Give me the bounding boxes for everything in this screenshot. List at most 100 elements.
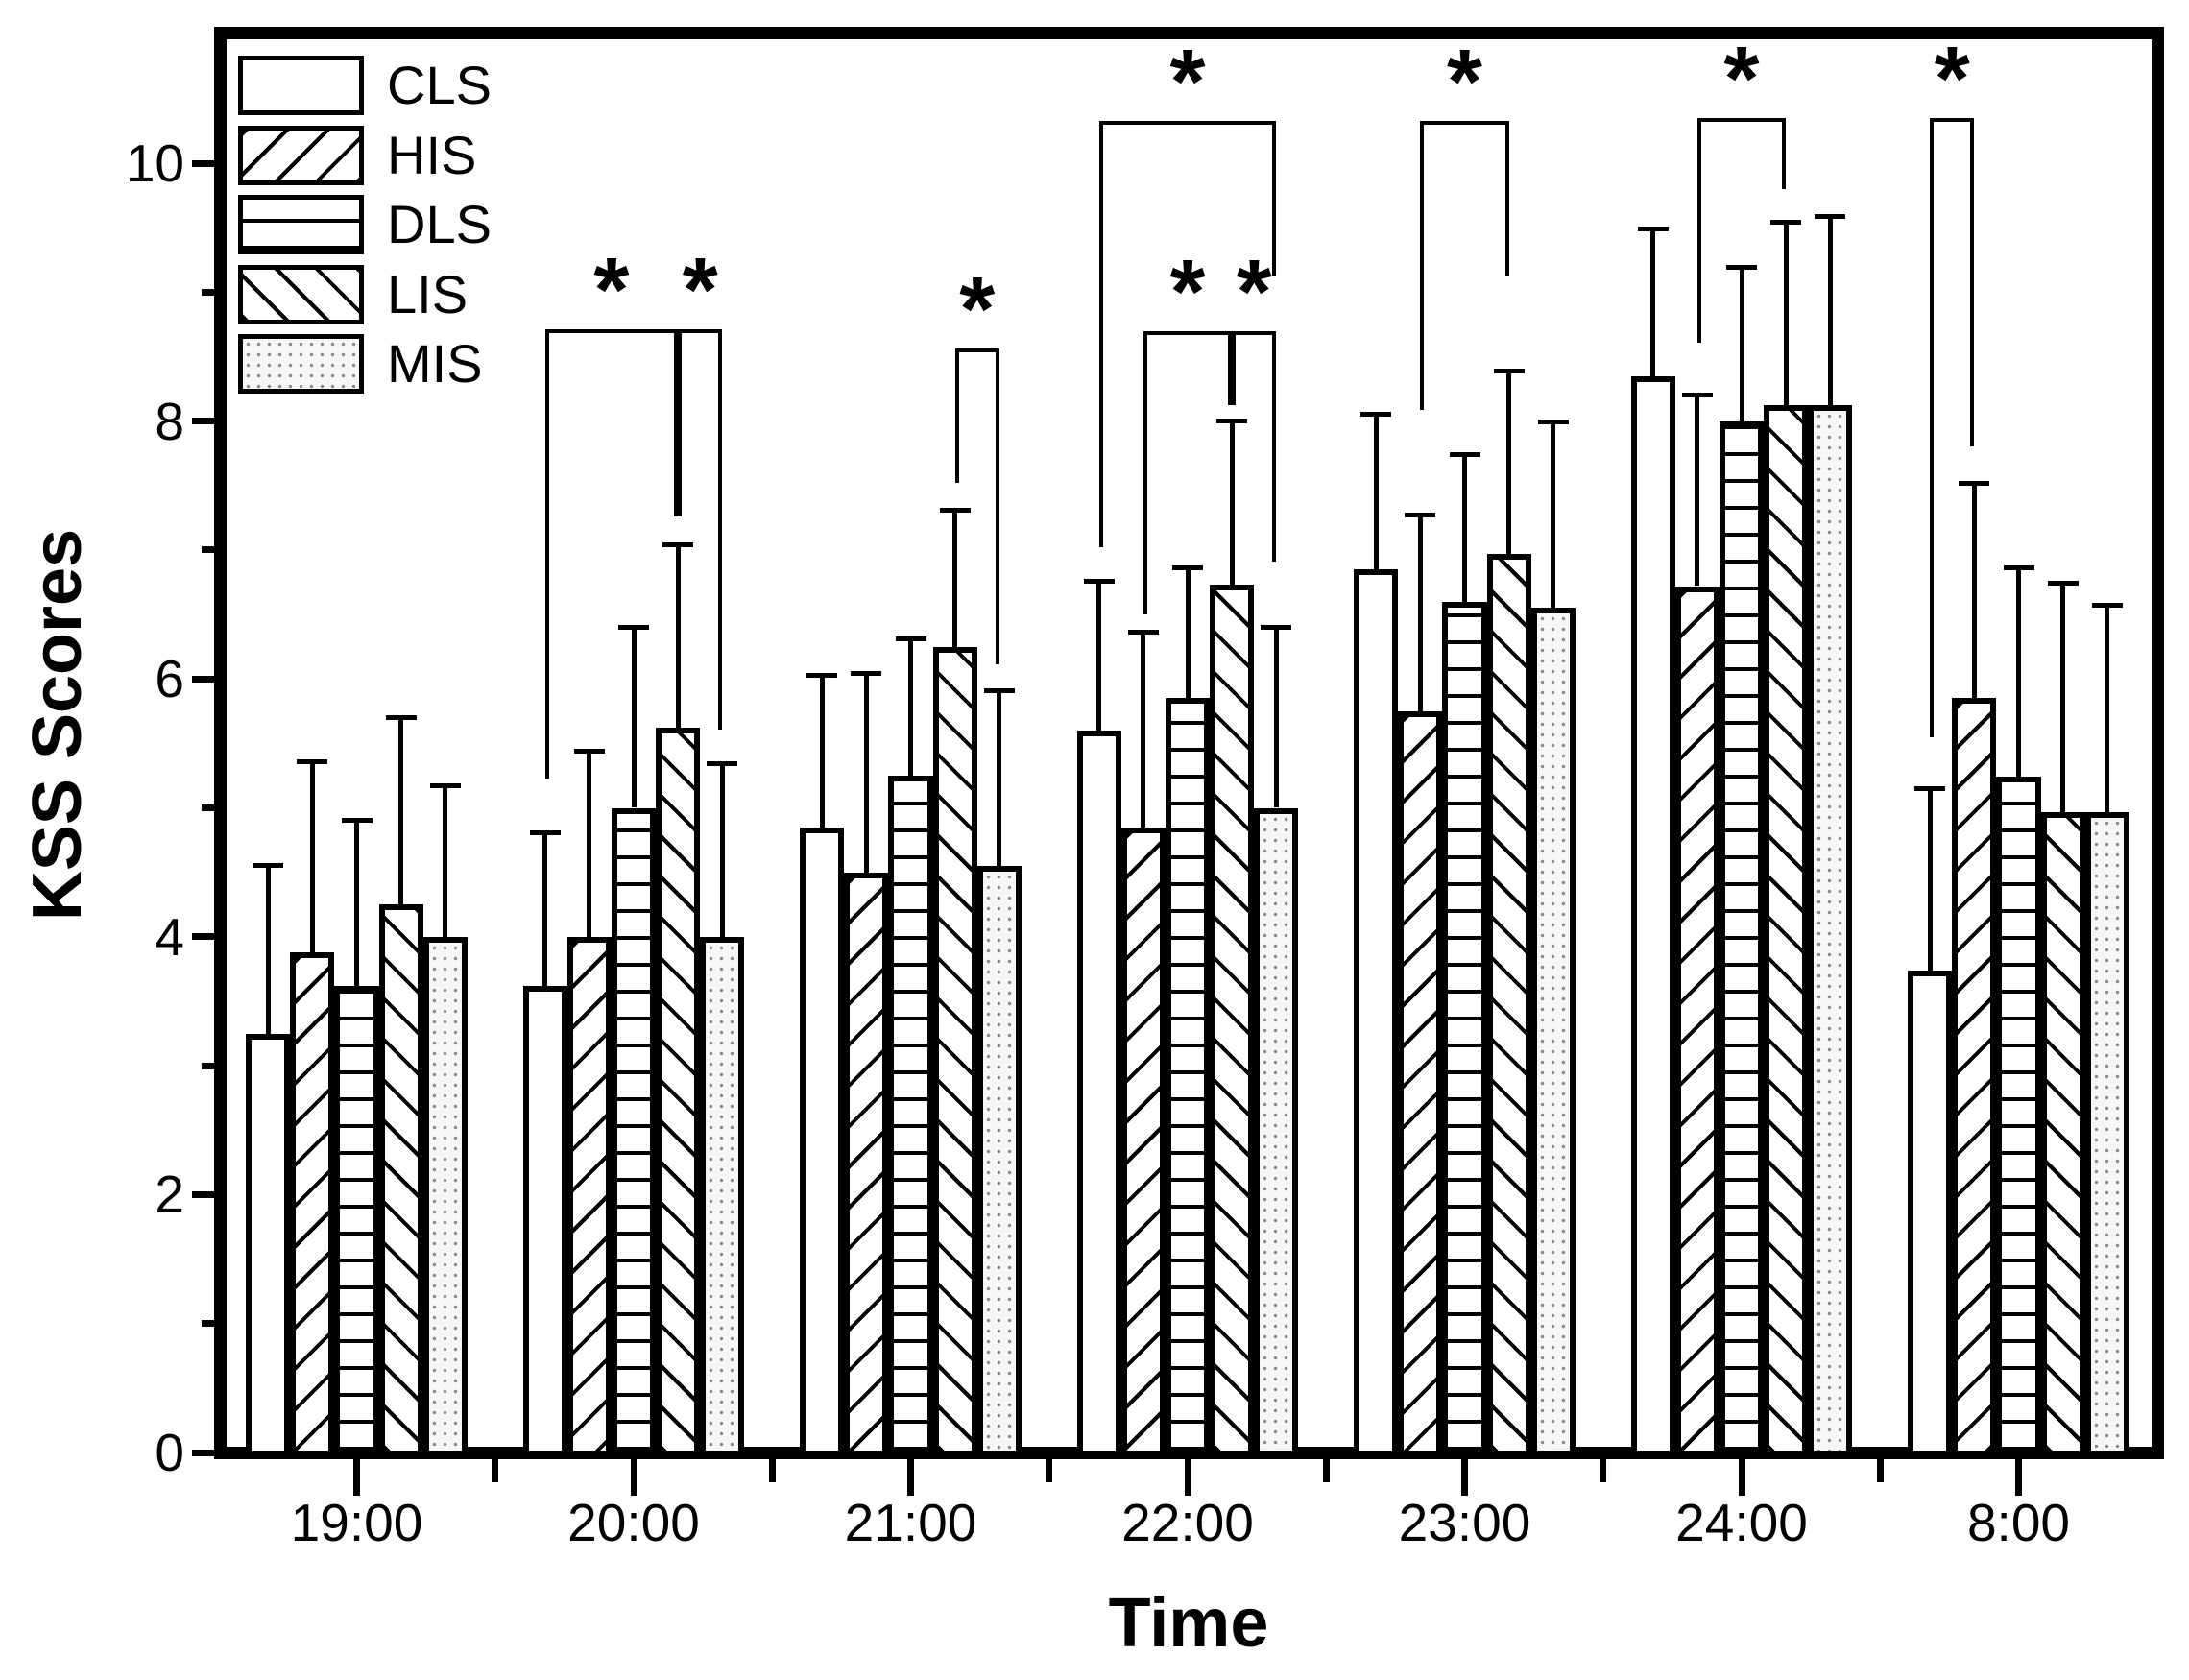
y-minor-tick bbox=[202, 288, 221, 296]
y-minor-tick bbox=[202, 804, 221, 811]
sig-star: * bbox=[1447, 30, 1482, 132]
bar-CLS-20:00 bbox=[522, 985, 567, 1456]
bar-LIS-21:00 bbox=[932, 646, 977, 1456]
error-bar-cap bbox=[1815, 213, 1846, 219]
error-bar-line bbox=[265, 865, 271, 1034]
bar-MIS-19:00 bbox=[422, 936, 468, 1456]
error-bar-cap bbox=[1959, 480, 1990, 486]
sig-star: * bbox=[593, 239, 630, 342]
y-major-tick bbox=[192, 159, 221, 167]
bar-LIS-24:00 bbox=[1764, 405, 1809, 1456]
error-bar-cap bbox=[983, 687, 1015, 693]
sig-bracket-leg bbox=[1696, 117, 1701, 343]
bar-LIS-20:00 bbox=[656, 728, 701, 1456]
error-bar-cap bbox=[1172, 565, 1203, 571]
bar-DLS-23:00 bbox=[1442, 601, 1487, 1456]
error-bar-cap bbox=[806, 672, 838, 678]
bar-CLS-23:00 bbox=[1354, 569, 1399, 1456]
legend-swatch-CLS bbox=[238, 56, 364, 115]
y-axis-title: KSS Scores bbox=[19, 528, 96, 922]
error-bar-cap bbox=[1770, 220, 1802, 226]
sig-bracket-bar bbox=[544, 329, 679, 334]
sig-bracket-leg bbox=[1930, 117, 1935, 737]
legend-item-MIS: MIS bbox=[238, 334, 483, 394]
sig-bracket-bar bbox=[678, 329, 723, 334]
bar-HIS-22:00 bbox=[1120, 827, 1166, 1456]
y-minor-tick bbox=[202, 546, 221, 554]
x-major-tick bbox=[1738, 1459, 1745, 1496]
bar-DLS-19:00 bbox=[334, 985, 379, 1456]
bar-HIS-8:00 bbox=[1952, 698, 1997, 1456]
y-tick-label: 6 bbox=[155, 649, 184, 709]
sig-bracket-bar bbox=[1930, 117, 1975, 122]
error-bar-cap bbox=[1216, 419, 1248, 424]
x-minor-tick bbox=[1600, 1459, 1607, 1482]
x-tick-label: 21:00 bbox=[844, 1493, 977, 1552]
sig-bracket-bar bbox=[1420, 120, 1509, 125]
sig-star: * bbox=[1169, 30, 1206, 132]
sig-bracket-bar bbox=[954, 348, 999, 353]
error-bar-cap bbox=[1914, 785, 1946, 791]
bar-MIS-20:00 bbox=[700, 936, 745, 1456]
y-minor-tick bbox=[202, 1062, 221, 1069]
sig-star: * bbox=[1236, 240, 1272, 343]
bar-DLS-22:00 bbox=[1165, 698, 1211, 1456]
y-major-tick bbox=[192, 418, 221, 425]
bar-MIS-22:00 bbox=[1254, 807, 1299, 1456]
bar-HIS-24:00 bbox=[1674, 586, 1720, 1456]
error-bar-cap bbox=[429, 783, 461, 789]
error-bar-cap bbox=[1127, 630, 1159, 636]
error-bar-line bbox=[1417, 515, 1423, 711]
x-minor-tick bbox=[1046, 1459, 1053, 1482]
legend-item-LIS: LIS bbox=[238, 263, 469, 324]
error-bar-line bbox=[542, 832, 548, 986]
error-bar-line bbox=[309, 761, 315, 952]
error-bar-line bbox=[2105, 605, 2110, 812]
error-bar-line bbox=[1695, 395, 1700, 587]
x-major-tick bbox=[353, 1459, 360, 1496]
sig-bracket-leg bbox=[995, 348, 999, 665]
x-minor-tick bbox=[768, 1459, 776, 1482]
x-tick-label: 23:00 bbox=[1398, 1493, 1531, 1552]
y-major-tick bbox=[192, 1190, 221, 1198]
y-tick-label: 8 bbox=[155, 391, 184, 451]
bar-DLS-24:00 bbox=[1719, 420, 1765, 1456]
y-tick-label: 4 bbox=[155, 906, 184, 967]
error-bar-line bbox=[1783, 222, 1789, 406]
legend-label: HIS bbox=[387, 124, 477, 185]
error-bar-cap bbox=[573, 748, 605, 754]
error-bar-line bbox=[631, 627, 637, 808]
error-bar-cap bbox=[1083, 578, 1115, 584]
error-bar-line bbox=[398, 717, 404, 905]
error-bar-cap bbox=[253, 863, 284, 869]
bar-LIS-22:00 bbox=[1210, 585, 1255, 1456]
legend-label: DLS bbox=[387, 194, 492, 254]
error-bar-line bbox=[675, 544, 681, 729]
error-bar-line bbox=[1185, 567, 1191, 699]
legend-label: CLS bbox=[387, 55, 492, 115]
sig-bracket-bar bbox=[1232, 330, 1277, 335]
bar-DLS-8:00 bbox=[1996, 777, 2041, 1456]
sig-star: * bbox=[1723, 27, 1760, 130]
error-bar-cap bbox=[2047, 581, 2079, 587]
x-tick-label: 20:00 bbox=[567, 1493, 700, 1552]
y-tick-label: 10 bbox=[125, 133, 184, 193]
error-bar-line bbox=[1373, 414, 1379, 570]
sig-bracket-leg bbox=[1098, 120, 1103, 548]
error-bar-cap bbox=[1261, 624, 1292, 630]
bar-HIS-21:00 bbox=[844, 872, 889, 1456]
error-bar-line bbox=[1739, 267, 1744, 421]
sig-star: * bbox=[682, 239, 718, 342]
bar-MIS-24:00 bbox=[1808, 405, 1853, 1456]
error-bar-line bbox=[1551, 421, 1556, 609]
bar-CLS-8:00 bbox=[1908, 970, 1953, 1456]
error-bar-line bbox=[1141, 632, 1146, 828]
y-minor-tick bbox=[202, 1320, 221, 1328]
bar-HIS-20:00 bbox=[566, 936, 612, 1456]
error-bar-line bbox=[2016, 567, 2021, 778]
y-tick-label: 0 bbox=[155, 1423, 184, 1482]
error-bar-line bbox=[587, 751, 592, 937]
legend-label: LIS bbox=[387, 263, 469, 324]
bar-CLS-21:00 bbox=[800, 827, 845, 1456]
error-bar-cap bbox=[662, 542, 694, 548]
